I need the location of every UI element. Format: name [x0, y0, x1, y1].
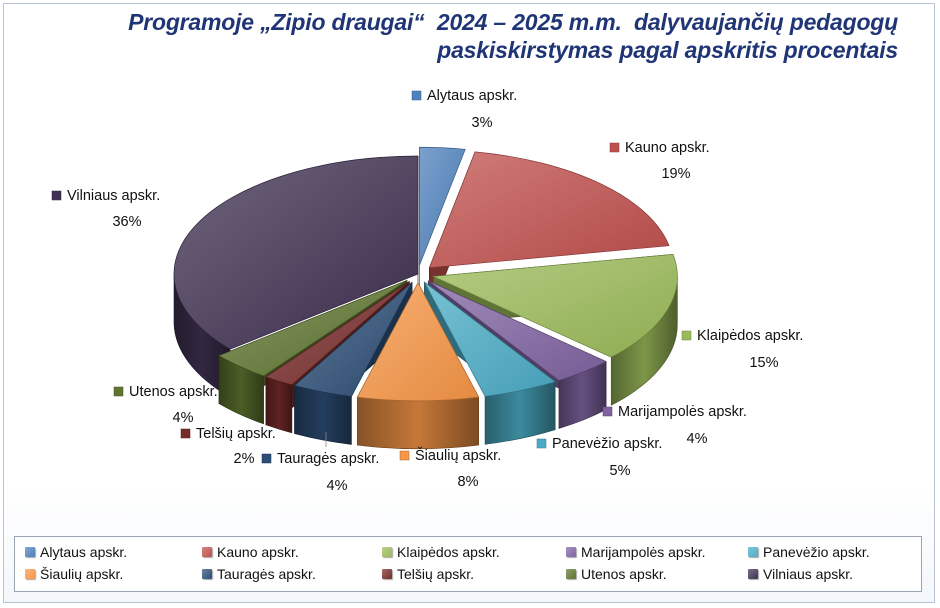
data-label--iauli-apskr: Šiaulių apskr. 8%: [399, 447, 501, 490]
data-label-vilniaus-apskr: Vilniaus apskr. 36%: [51, 188, 160, 230]
pie-slice-panev-io-apskr: [424, 281, 556, 397]
data-label-value: 8%: [458, 474, 479, 490]
legend-swatch: [566, 547, 576, 557]
data-label-category: Vilniaus apskr.: [67, 188, 160, 204]
data-label-value: 4%: [687, 431, 708, 447]
pie-slice--iauli-apskr: [356, 282, 480, 402]
data-label-swatch: [113, 386, 124, 397]
data-label-swatch: [51, 190, 62, 201]
data-label-panev-io-apskr: Panevėžio apskr. 5%: [536, 436, 662, 479]
data-label-swatch: [399, 450, 410, 461]
data-label-category: Kauno apskr.: [625, 140, 710, 156]
data-label-value: 4%: [173, 410, 194, 426]
legend-swatch: [202, 547, 212, 557]
legend-swatch: [748, 569, 758, 579]
legend-item: Tauragės apskr.: [202, 564, 316, 584]
data-label-category: Marijampolės apskr.: [618, 404, 747, 420]
pie-slice-vilniaus-apskr: [173, 155, 419, 350]
data-label-alytaus-apskr: Alytaus apskr. 3%: [411, 88, 517, 131]
data-label-utenos-apskr: Utenos apskr. 4%: [113, 384, 218, 426]
data-label-swatch: [681, 330, 692, 341]
legend-label: Panevėžio apskr.: [763, 544, 870, 560]
pie-slice-tel-i-apskr: [265, 281, 410, 386]
legend-label: Alytaus apskr.: [40, 544, 128, 560]
legend-label: Šiaulių apskr.: [40, 566, 124, 582]
legend-label: Klaipėdos apskr.: [397, 544, 500, 560]
data-label-taurag-s-apskr: Tauragės apskr. 4%: [261, 451, 379, 494]
data-label-category: Alytaus apskr.: [427, 88, 517, 104]
data-label-value: 2%: [234, 451, 255, 467]
data-label-value: 19%: [661, 166, 690, 182]
pie-slice-side--iauli-apskr: [357, 396, 479, 450]
pie-slice-alytaus-apskr: [419, 146, 466, 266]
legend-swatch: [202, 569, 212, 579]
data-label-value: 5%: [610, 463, 631, 479]
data-label-tel-i-apskr: Telšių apskr. 2%: [180, 426, 276, 467]
pie-slice-klaip-dos-apskr: [432, 253, 678, 358]
legend-label: Telšių apskr.: [397, 566, 475, 582]
data-label-category: Klaipėdos apskr.: [697, 328, 803, 344]
legend-swatch: [566, 569, 576, 579]
data-label-category: Panevėžio apskr.: [552, 436, 662, 452]
data-label-swatch: [261, 453, 272, 464]
data-label-category: Tauragės apskr.: [277, 451, 379, 467]
data-label-value: 36%: [112, 214, 141, 230]
data-label-value: 3%: [472, 115, 493, 131]
legend-item: Utenos apskr.: [566, 564, 667, 584]
chart-title-line-1: Programoje „Zipio draugai“ 2024 – 2025 m…: [128, 9, 898, 35]
pie-slice-taurag-s-apskr: [293, 281, 413, 397]
legend-item: Panevėžio apskr.: [748, 542, 870, 562]
data-label-value: 4%: [327, 478, 348, 494]
data-label-kauno-apskr: Kauno apskr. 19%: [609, 140, 710, 182]
data-label-swatch: [536, 438, 547, 449]
data-label-swatch: [180, 428, 191, 439]
chart-title: Programoje „Zipio draugai“ 2024 – 2025 m…: [18, 8, 898, 64]
legend-item: Marijampolės apskr.: [566, 542, 706, 562]
legend-swatch: [25, 547, 35, 557]
legend-item: Vilniaus apskr.: [748, 564, 853, 584]
legend-swatch: [382, 569, 392, 579]
legend-label: Utenos apskr.: [581, 566, 667, 582]
data-label-category: Telšių apskr.: [196, 426, 276, 442]
pie-slices-layer: [173, 146, 678, 450]
data-label-category: Šiaulių apskr.: [415, 447, 501, 464]
legend-swatch: [748, 547, 758, 557]
data-label-swatch: [411, 90, 422, 101]
chart-title-line-2: paskiskirstymas pagal apskritis procenta…: [437, 37, 898, 63]
pie-slice-marijampol-s-apskr: [427, 280, 607, 381]
chart-legend: Alytaus apskr. Kauno apskr. Klaipėdos apsk…: [14, 536, 922, 592]
data-labels-layer: Alytaus apskr. 3% Kauno apskr. 19% Klaipėdos…: [51, 88, 803, 494]
legend-item: Telšių apskr.: [382, 564, 474, 584]
data-label-swatch: [609, 142, 620, 153]
pie-slice-utenos-apskr: [218, 280, 408, 377]
pie-slice-side-tel-i-apskr: [265, 376, 293, 434]
legend-label: Marijampolės apskr.: [581, 544, 706, 560]
data-label-marijampol-s-apskr: Marijampolės apskr. 4%: [602, 404, 747, 447]
legend-label: Kauno apskr.: [217, 544, 299, 560]
legend-label: Tauragės apskr.: [217, 566, 316, 582]
legend-item: Alytaus apskr.: [25, 542, 127, 562]
legend-item: Klaipėdos apskr.: [382, 542, 500, 562]
data-label-klaip-dos-apskr: Klaipėdos apskr. 15%: [681, 328, 803, 371]
data-label-category: Utenos apskr.: [129, 384, 218, 400]
legend-swatch: [382, 547, 392, 557]
legend-label: Vilniaus apskr.: [763, 566, 854, 582]
legend-item: Šiaulių apskr.: [25, 564, 123, 584]
pie-slice-kauno-apskr: [428, 151, 670, 269]
legend-swatch: [25, 569, 35, 579]
data-label-swatch: [602, 406, 613, 417]
data-label-value: 15%: [749, 355, 778, 371]
legend-item: Kauno apskr.: [202, 542, 299, 562]
